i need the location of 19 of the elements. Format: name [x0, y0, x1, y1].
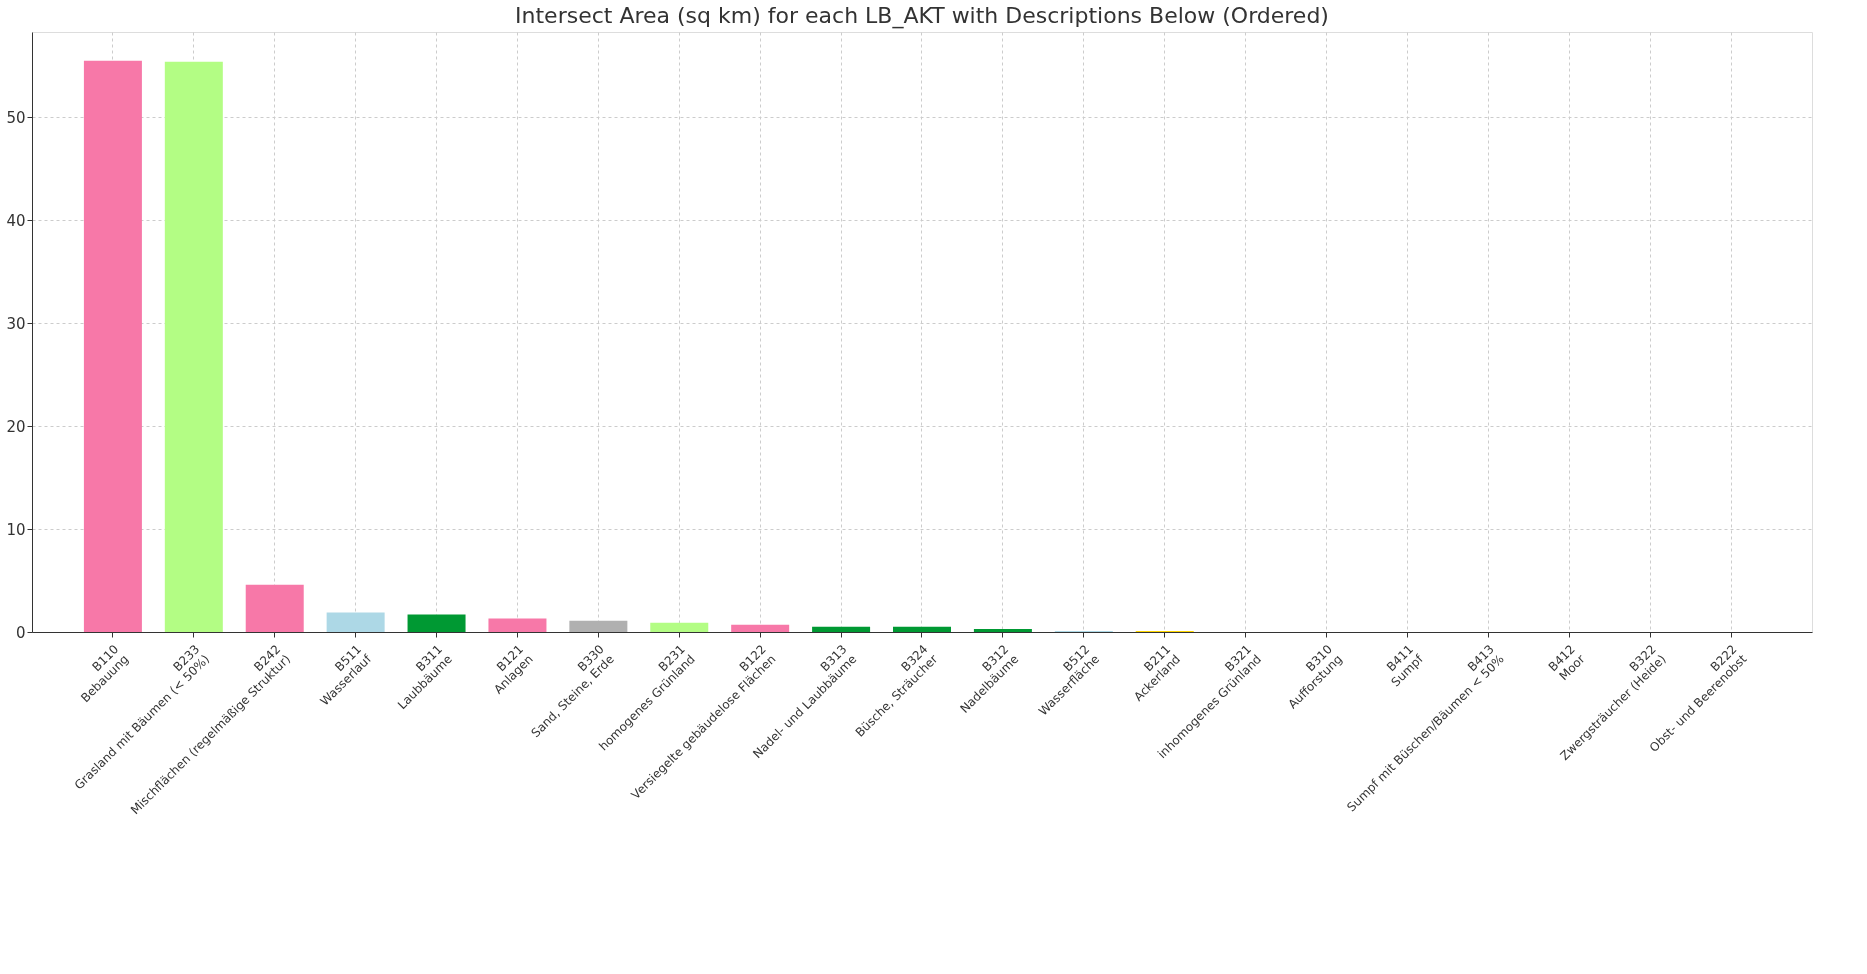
bar: [973, 628, 1032, 632]
y-tick-label: 0: [15, 623, 26, 642]
bar: [650, 622, 709, 632]
y-tick-label: 10: [6, 520, 26, 539]
bar: [164, 61, 223, 632]
bar: [83, 60, 142, 632]
chart-title: Intersect Area (sq km) for each LB_AKT with Descriptions Below (Ordered): [515, 3, 1329, 29]
y-tick-label: 20: [6, 417, 26, 436]
bar: [326, 612, 385, 632]
bar: [893, 626, 951, 632]
y-tick-label: 40: [6, 211, 26, 230]
bar: [407, 614, 466, 632]
bar: [812, 626, 871, 632]
bar: [569, 620, 628, 632]
bar: [488, 618, 547, 632]
y-tick-label: 50: [6, 108, 26, 127]
bar: [245, 584, 304, 632]
bar: [731, 624, 790, 632]
y-tick-label: 30: [6, 314, 26, 333]
